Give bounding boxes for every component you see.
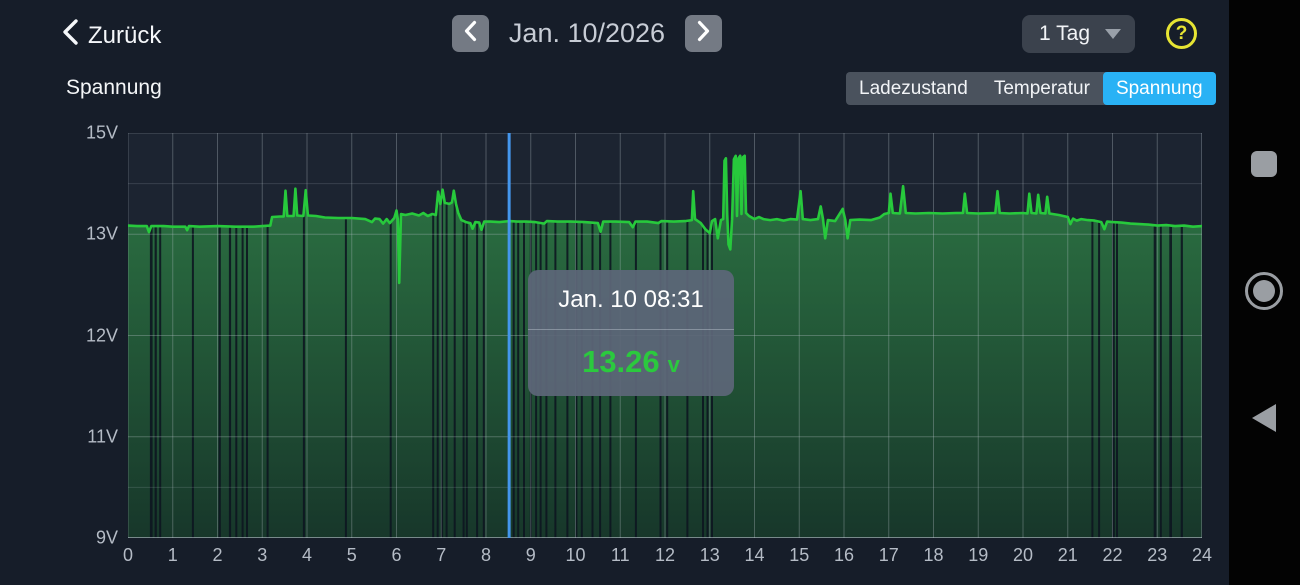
x-tick-label: 4 — [301, 545, 312, 565]
y-tick-label: 11V — [87, 426, 118, 447]
date-navigation: Jan. 10/2026 — [452, 15, 722, 52]
x-tick-label: 12 — [654, 545, 676, 565]
data-point-tooltip: Jan. 10 08:31 13.26 v — [528, 270, 734, 396]
home-button[interactable] — [1245, 272, 1283, 310]
question-mark-icon: ? — [1175, 22, 1188, 44]
back-label: Zurück — [88, 21, 162, 49]
x-tick-label: 13 — [699, 545, 720, 565]
chevron-down-icon — [1105, 29, 1121, 39]
page-title: Spannung — [66, 76, 162, 99]
x-tick-label: 18 — [923, 545, 944, 565]
x-tick-label: 11 — [610, 545, 630, 565]
chevron-left-icon — [62, 18, 79, 53]
x-tick-label: 15 — [789, 545, 810, 565]
x-tick-label: 1 — [167, 545, 178, 565]
x-tick-label: 14 — [744, 545, 765, 565]
x-tick-label: 3 — [257, 545, 268, 565]
time-range-dropdown[interactable]: 1 Tag — [1022, 15, 1135, 53]
next-day-button[interactable] — [685, 15, 722, 52]
x-tick-label: 17 — [878, 545, 899, 565]
recents-button[interactable] — [1251, 151, 1277, 177]
tooltip-value-number: 13.26 — [582, 344, 660, 379]
x-tick-label: 20 — [1012, 545, 1034, 565]
tooltip-datetime: Jan. 10 08:31 — [528, 270, 734, 330]
tab-temperatur[interactable]: Temperatur — [993, 77, 1090, 99]
x-tick-label: 9 — [525, 545, 536, 565]
x-tick-label: 0 — [122, 545, 133, 565]
prev-day-button[interactable] — [452, 15, 489, 52]
chevron-right-icon — [697, 20, 710, 47]
current-date-label: Jan. 10/2026 — [508, 18, 666, 48]
x-tick-label: 10 — [565, 545, 586, 565]
y-tick-label: 13V — [85, 223, 118, 244]
back-button[interactable]: Zurück — [62, 18, 161, 53]
x-tick-label: 8 — [480, 545, 491, 565]
x-tick-label: 2 — [212, 545, 223, 565]
x-tick-label: 21 — [1057, 545, 1078, 565]
battery-monitor-app: Zurück Jan. 10/2026 1 Tag ? Spannung — [62, 15, 1216, 565]
x-tick-label: 24 — [1191, 545, 1213, 565]
chevron-left-icon — [464, 20, 477, 47]
android-back-button[interactable] — [1252, 404, 1276, 432]
time-range-value: 1 Tag — [1039, 22, 1090, 45]
android-nav-bar — [1229, 0, 1300, 585]
help-button[interactable]: ? — [1166, 18, 1197, 49]
x-tick-label: 19 — [968, 545, 989, 565]
y-tick-label: 15V — [85, 122, 118, 143]
y-tick-label: 9V — [95, 527, 118, 548]
x-tick-label: 7 — [436, 545, 447, 565]
tab-ladezustand[interactable]: Ladezustand — [859, 77, 968, 99]
metric-tab-bar: Ladezustand Temperatur Spannung — [846, 72, 1216, 105]
x-tick-label: 16 — [833, 545, 855, 565]
x-tick-label: 23 — [1147, 545, 1168, 565]
home-circle-icon — [1253, 280, 1275, 302]
tab-spannung[interactable]: Spannung — [1102, 72, 1216, 105]
x-tick-label: 6 — [391, 545, 402, 565]
x-tick-label: 22 — [1102, 545, 1123, 565]
y-tick-label: 12V — [85, 325, 118, 345]
tooltip-value: 13.26 v — [528, 330, 734, 395]
x-tick-label: 5 — [346, 545, 357, 565]
tooltip-value-unit: v — [667, 352, 680, 377]
